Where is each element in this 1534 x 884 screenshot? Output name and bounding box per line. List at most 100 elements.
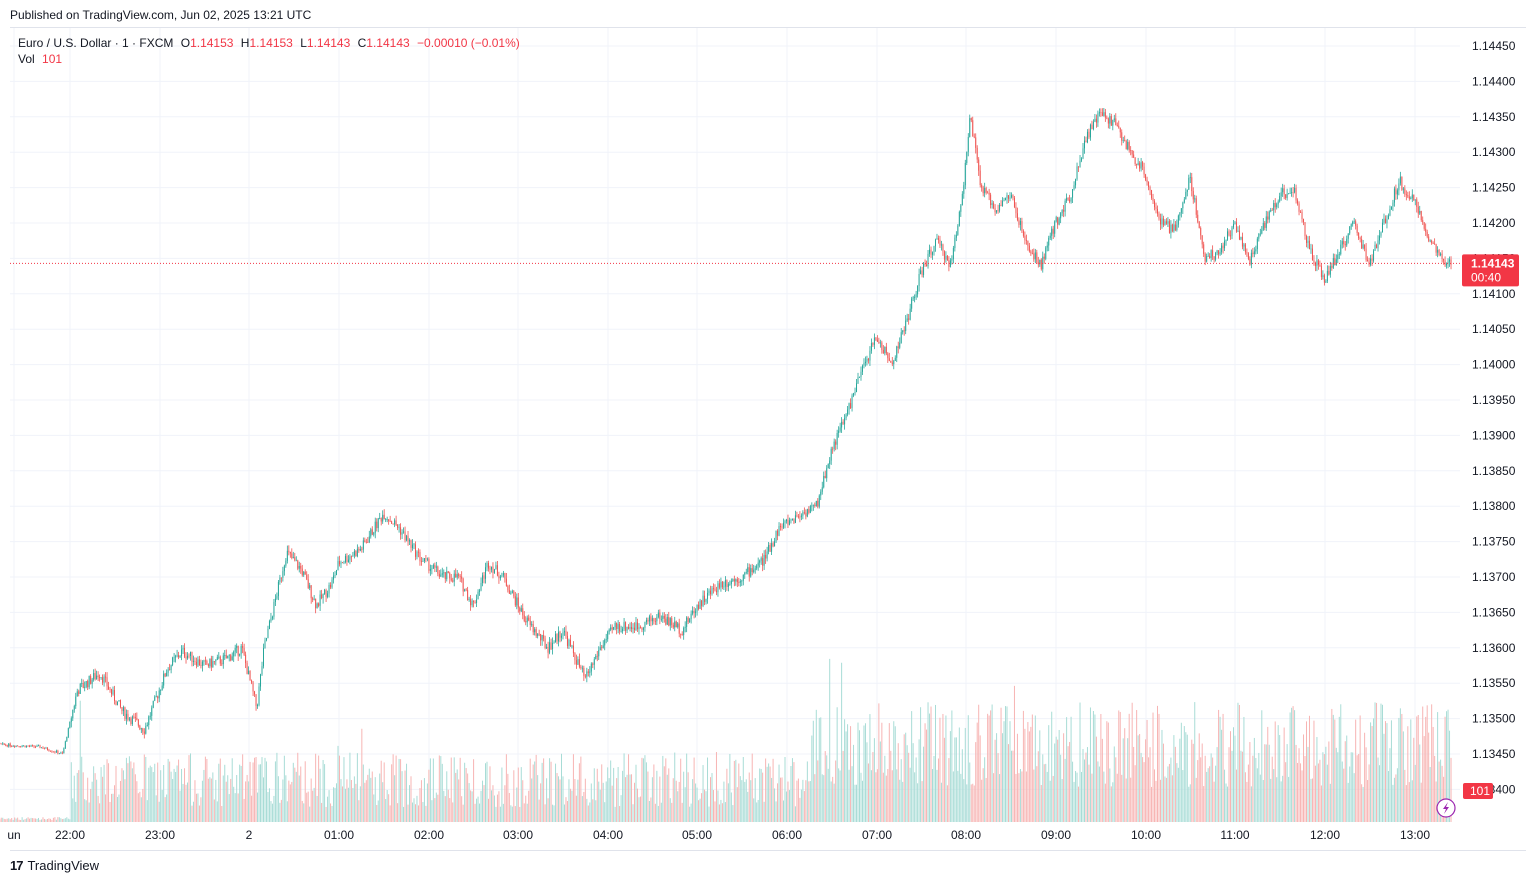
candle-body <box>204 660 206 662</box>
candle-body <box>1005 198 1007 201</box>
candle-body <box>1264 222 1266 228</box>
candle-body <box>213 661 215 663</box>
candle-body <box>1048 237 1050 246</box>
candle-body <box>988 192 990 195</box>
candle-body <box>1422 220 1424 223</box>
candle-body <box>382 514 384 522</box>
candle-body <box>814 504 816 507</box>
candle-body <box>854 391 856 394</box>
candle-body <box>1313 260 1315 264</box>
candle-body <box>558 631 560 642</box>
candle-body <box>747 567 749 572</box>
candle-body <box>1051 228 1053 236</box>
time-tick-label: 07:00 <box>862 828 892 842</box>
candle-body <box>233 651 235 657</box>
candle-body <box>169 669 171 671</box>
candle-body <box>888 358 890 361</box>
candle-body <box>1335 259 1337 266</box>
candle-body <box>701 600 703 606</box>
candle-body <box>650 616 652 622</box>
candle-body <box>170 665 172 671</box>
candle-body <box>295 560 297 562</box>
candle-body <box>1201 235 1203 245</box>
candle-body <box>78 691 80 694</box>
candle-body <box>836 432 838 445</box>
time-tick-label: 11:00 <box>1220 828 1249 842</box>
candle-body <box>315 598 317 609</box>
candle-body <box>696 604 698 612</box>
candle-body <box>487 563 489 569</box>
candle-body <box>599 647 601 651</box>
candle-body <box>1356 225 1358 233</box>
tradingview-brand[interactable]: 17 TradingView <box>10 858 99 873</box>
candle-body <box>799 516 801 518</box>
candle-body <box>52 751 54 753</box>
candle-body <box>1428 236 1430 241</box>
candle-body <box>1295 187 1297 201</box>
low-label: L <box>300 36 307 50</box>
candle-body <box>1350 224 1352 227</box>
candle-body <box>377 518 379 529</box>
candle-body <box>844 418 846 425</box>
candle-body <box>1310 248 1312 250</box>
candle-body <box>459 576 461 577</box>
candle-body <box>783 522 785 528</box>
candle-body <box>1079 160 1081 168</box>
candle-body <box>601 647 603 649</box>
candle-body <box>803 512 805 514</box>
candle-body <box>662 615 664 620</box>
candle-body <box>172 657 174 666</box>
candle-body <box>1222 245 1224 249</box>
candle-body <box>1265 216 1267 228</box>
candle-body <box>532 624 534 633</box>
candle-body <box>575 660 577 665</box>
candle-body <box>161 685 163 691</box>
candle-body <box>656 617 658 622</box>
candle-body <box>751 568 753 573</box>
candle-body <box>1054 221 1056 234</box>
candle-body <box>91 679 93 684</box>
candle-body <box>1161 218 1163 225</box>
candle-body <box>678 623 680 634</box>
candle-body <box>187 655 189 659</box>
countdown-tag-value: 00:40 <box>1471 270 1501 284</box>
candle-body <box>973 136 975 138</box>
candle-body <box>67 728 69 737</box>
candle-body <box>818 495 820 507</box>
open-value: 1.14153 <box>190 36 234 50</box>
candle-body <box>127 713 129 720</box>
candle-body <box>152 700 154 708</box>
candle-body <box>547 646 549 653</box>
candle-body <box>848 403 850 410</box>
candle-body <box>710 590 711 595</box>
candle-body <box>541 635 543 641</box>
candle-body <box>1367 259 1369 262</box>
chart-grid <box>10 28 1460 822</box>
candle-body <box>455 573 457 578</box>
candle-body <box>395 520 397 526</box>
candle-body <box>815 500 817 507</box>
candle-body <box>237 645 239 656</box>
candle-body <box>476 599 478 603</box>
candle-body <box>833 441 835 449</box>
published-caption: Published on TradingView.com, Jun 02, 20… <box>10 8 312 22</box>
candle-body <box>788 520 790 525</box>
candle-body <box>592 663 594 665</box>
candle-body <box>225 655 227 659</box>
candle-body <box>443 572 445 574</box>
candle-body <box>1256 238 1258 250</box>
chart-frame[interactable] <box>10 27 1526 851</box>
candle-body <box>1200 228 1202 236</box>
candle-body <box>1325 281 1327 283</box>
candle-body <box>1124 140 1126 141</box>
candle-body <box>307 579 309 588</box>
candle-body <box>742 574 744 581</box>
candle-body <box>1253 251 1255 255</box>
candle-body <box>838 430 840 433</box>
candle-body <box>90 676 92 684</box>
candle-body <box>514 596 516 606</box>
candle-body <box>805 512 807 517</box>
candle-body <box>51 751 53 753</box>
candle-body <box>2 743 4 745</box>
